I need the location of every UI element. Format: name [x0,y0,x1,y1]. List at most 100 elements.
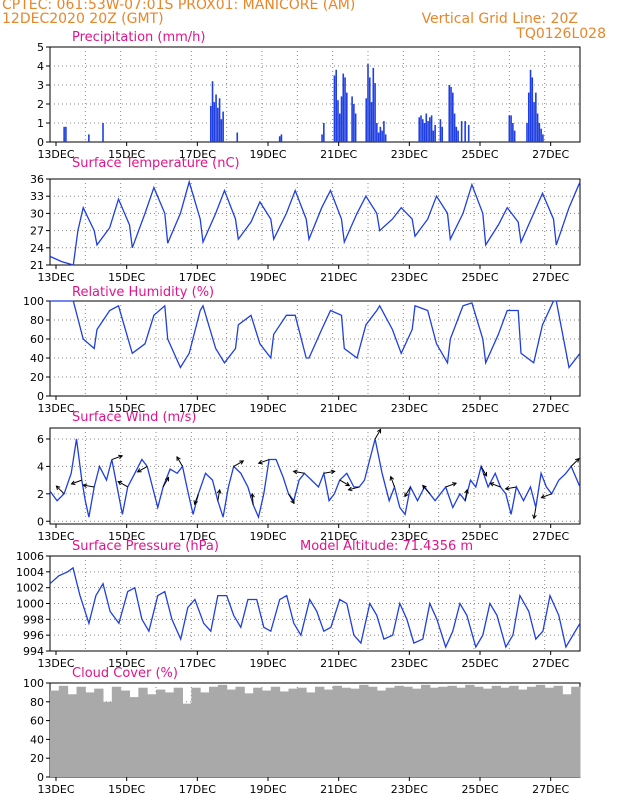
wind-arrow-shaft [323,470,335,474]
precip-bar [370,102,373,142]
x-tick-label: 17DEC [179,271,216,284]
x-tick-label: 27DEC [532,783,569,796]
x-tick-label: 17DEC [179,530,216,543]
y-tick-label: 27 [30,225,44,238]
x-tick-label: 25DEC [461,402,498,415]
x-tick-label: 17DEC [179,148,216,161]
precip-bar [340,96,343,142]
cloud-bar [262,690,272,777]
y-tick-label: 20 [30,752,44,765]
y-tick-label: 100 [23,677,44,690]
panel-annotation: Model Altitude: 71.4356 m [300,539,473,554]
x-tick-label: 17DEC [179,402,216,415]
y-tick-label: 4 [37,60,44,73]
x-tick-label: 21DEC [320,657,357,670]
cloud-bar [156,689,166,777]
cloud-bar [544,687,554,777]
x-tick-label: 27DEC [532,402,569,415]
y-tick-label: 60 [30,333,44,346]
precip-bar [376,123,378,142]
precip-bar [535,92,537,142]
x-tick-label: 13DEC [37,657,74,670]
cloud-bar [209,686,219,777]
cloud-bar [571,686,581,777]
cloud-bar [535,684,546,777]
cloud-bar [200,692,210,777]
cloud-bar [120,690,130,777]
wind-arrow-shaft [194,493,199,505]
precip-bar [384,134,387,142]
precip-bar [421,119,424,142]
y-tick-label: 1000 [16,598,44,611]
x-tick-label: 23DEC [391,402,428,415]
wind-arrow-shaft [56,485,65,495]
cloud-bar [421,684,431,777]
cloud-bar [129,697,139,777]
precip-bar [540,128,542,142]
panel-title: Relative Humidity (%) [72,285,214,300]
precip-bar [425,113,428,142]
cloud-bar [341,687,351,777]
panel-title: Precipitation (mm/h) [72,30,205,45]
cloud-bar [244,693,254,777]
precip-bar [434,124,436,142]
cloud-bar [138,687,148,777]
y-tick-label: 994 [23,645,44,658]
x-tick-label: 27DEC [532,148,569,161]
cloud-bar [500,687,510,777]
y-tick-label: 6 [37,433,44,446]
precip-bar [278,136,281,142]
y-tick-label: 24 [30,242,44,255]
cloud-bar [491,685,501,777]
x-tick-label: 21DEC [320,783,357,796]
y-tick-label: 4 [37,460,44,473]
precip-bar [236,132,239,142]
wind-arrow-shaft [137,465,148,473]
wind-arrow-head [389,475,395,481]
y-tick-label: 20 [30,371,44,384]
wind-arrow-head [136,468,142,473]
precip-bar [467,124,470,142]
precip-bar [418,117,421,142]
wind-arrow-shaft [117,481,128,488]
cloud-bar [332,685,342,777]
wind-arrow-shaft [71,479,82,485]
cloud-bar [403,686,413,777]
precip-bar [379,126,382,142]
wind-arrow-shaft [533,507,537,519]
precip-bar [538,123,541,142]
x-tick-label: 27DEC [532,657,569,670]
wind-arrow-shaft [404,486,411,497]
precip-bar [367,64,369,142]
wind-arrow-shaft [348,486,360,491]
wind-arrow-shaft [464,489,468,501]
cloud-bar [438,686,448,777]
precip-bar [377,132,380,142]
x-tick-label: 21DEC [320,148,357,161]
precip-bar [383,121,385,142]
x-tick-label: 21DEC [320,402,357,415]
wind-arrow-head [532,514,537,520]
cloud-bar [562,694,572,777]
precip-bar [220,119,223,142]
y-tick-label: 80 [30,696,44,709]
header-grid-note: Vertical Grid Line: 20Z [421,11,578,27]
y-tick-label: 1006 [16,550,44,563]
precip-bar [215,94,217,142]
precip-bar [368,77,371,142]
precip-bar [381,130,383,142]
y-tick-label: 100 [23,295,44,308]
wind-arrow-shaft [176,456,183,467]
wind-arrow-shaft [258,459,270,464]
y-tick-label: 3 [37,79,44,92]
precip-bar [510,115,512,142]
precip-bar [344,77,346,142]
wind-arrow-shaft [83,484,95,488]
cloud-bar [323,689,334,777]
wind-arrow-head [290,499,295,505]
cloud-bar [456,687,466,777]
x-tick-label: 15DEC [108,657,145,670]
x-tick-label: 27DEC [532,271,569,284]
y-tick-label: 1 [37,117,44,130]
y-tick-label: 1002 [16,582,44,595]
